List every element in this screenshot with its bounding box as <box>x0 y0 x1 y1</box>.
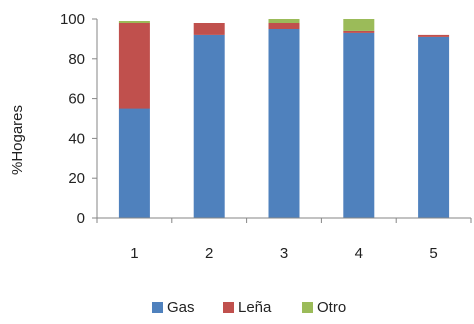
y-tick-label-80: 80 <box>68 51 85 68</box>
axes: 1 2 3 4 5 0 20 40 60 80 100 <box>60 11 472 262</box>
bar-gas-1 <box>118 108 150 218</box>
x-tick-label-5: 5 <box>429 245 437 262</box>
bar-gas-5 <box>418 36 450 219</box>
legend-label-lea: Leña <box>238 299 272 316</box>
y-tick-label-100: 100 <box>60 11 85 28</box>
x-tick-label-1: 1 <box>130 245 138 262</box>
legend-swatch-gas <box>152 302 163 313</box>
y-tick-label-20: 20 <box>68 170 85 187</box>
bar-gas-3 <box>268 29 300 218</box>
y-tick-label-40: 40 <box>68 130 85 147</box>
plot-area <box>118 19 450 219</box>
bar-gas-4 <box>343 32 375 219</box>
y-tick-label-0: 0 <box>77 210 85 227</box>
bar-gas-2 <box>193 34 225 219</box>
x-tick-label-3: 3 <box>280 245 288 262</box>
bar-otro-3 <box>268 19 300 23</box>
bar-lea-5 <box>418 34 450 37</box>
y-axis-title: %Hogares <box>9 105 26 175</box>
legend-label-otro: Otro <box>317 299 346 316</box>
legend-swatch-lea <box>223 302 234 313</box>
bar-otro-1 <box>118 21 150 23</box>
bar-lea-1 <box>118 23 150 109</box>
legend-label-gas: Gas <box>167 299 195 316</box>
x-tick-label-4: 4 <box>355 245 363 262</box>
y-tick-label-60: 60 <box>68 91 85 108</box>
bar-lea-2 <box>193 23 225 35</box>
bar-otro-4 <box>343 19 375 31</box>
x-tick-label-2: 2 <box>205 245 213 262</box>
bar-lea-3 <box>268 23 300 29</box>
bar-lea-4 <box>343 30 375 33</box>
legend-swatch-otro <box>302 302 313 313</box>
legend: Gas Leña Otro <box>152 299 346 316</box>
